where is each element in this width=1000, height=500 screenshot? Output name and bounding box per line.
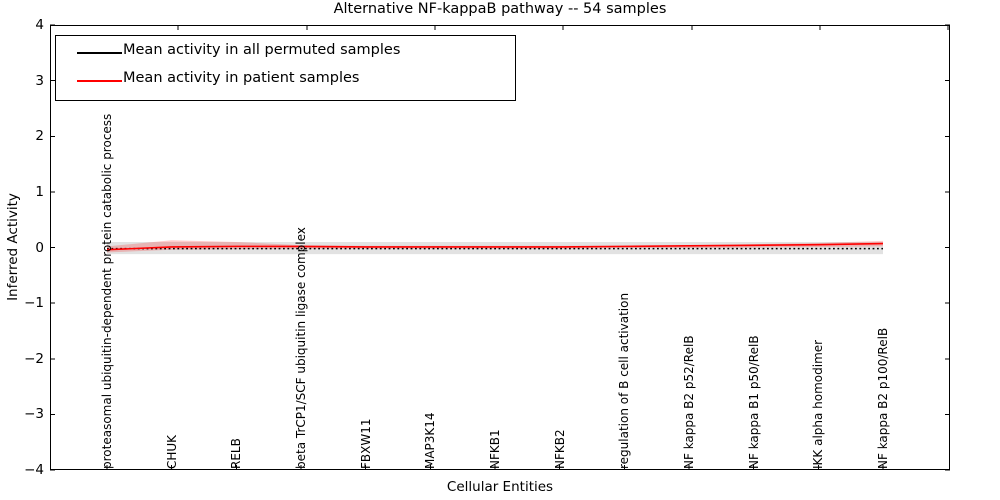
legend: Mean activity in all permuted samples Me… — [55, 35, 516, 101]
y-tick-label: −3 — [24, 406, 44, 423]
y-tick-label: −2 — [24, 350, 44, 367]
y-axis-label: Inferred Activity — [5, 193, 21, 301]
x-tick-label: NF kappa B2 p52/RelB — [682, 335, 696, 469]
x-tick-label: RELB — [229, 438, 244, 469]
y-tick-label: 3 — [35, 72, 44, 89]
y-tick-label: 2 — [35, 128, 44, 145]
y-tick-label: 0 — [35, 239, 44, 256]
x-tick-label: NFKB2 — [552, 429, 567, 469]
x-tick-label: NF kappa B2 p100/RelB — [876, 327, 890, 469]
x-tick-label: IKK alpha homodimer — [811, 339, 826, 469]
legend-line-sample — [77, 52, 122, 54]
legend-item-patient: Mean activity in patient samples — [56, 67, 515, 95]
legend-line-sample — [77, 80, 122, 82]
x-tick-label: NFKB1 — [488, 429, 502, 469]
chart-title: Alternative NF-kappaB pathway -- 54 samp… — [333, 1, 667, 17]
x-tick-label: NF kappa B1 p50/RelB — [746, 335, 761, 469]
y-tick-label: 4 — [35, 17, 44, 33]
x-tick-label: MAP3K14 — [423, 412, 438, 469]
x-tick-label: beta TrCP1/SCF ubiquitin ligase complex — [294, 227, 308, 469]
legend-label: Mean activity in patient samples — [123, 70, 360, 86]
legend-item-permuted: Mean activity in all permuted samples — [56, 39, 515, 67]
legend-label: Mean activity in all permuted samples — [123, 42, 401, 58]
x-tick-label: proteasomal ubiquitin-dependent protein … — [100, 113, 114, 469]
x-tick-label: CHUK — [164, 434, 179, 469]
series-line — [106, 242, 884, 251]
y-tick-label: −1 — [24, 295, 44, 312]
x-tick-label: FBXW11 — [358, 418, 373, 470]
y-tick-label: −4 — [24, 462, 44, 478]
y-tick-label: 1 — [35, 183, 44, 200]
x-axis-label: Cellular Entities — [446, 479, 554, 495]
x-tick-label: regulation of B cell activation — [617, 292, 632, 469]
